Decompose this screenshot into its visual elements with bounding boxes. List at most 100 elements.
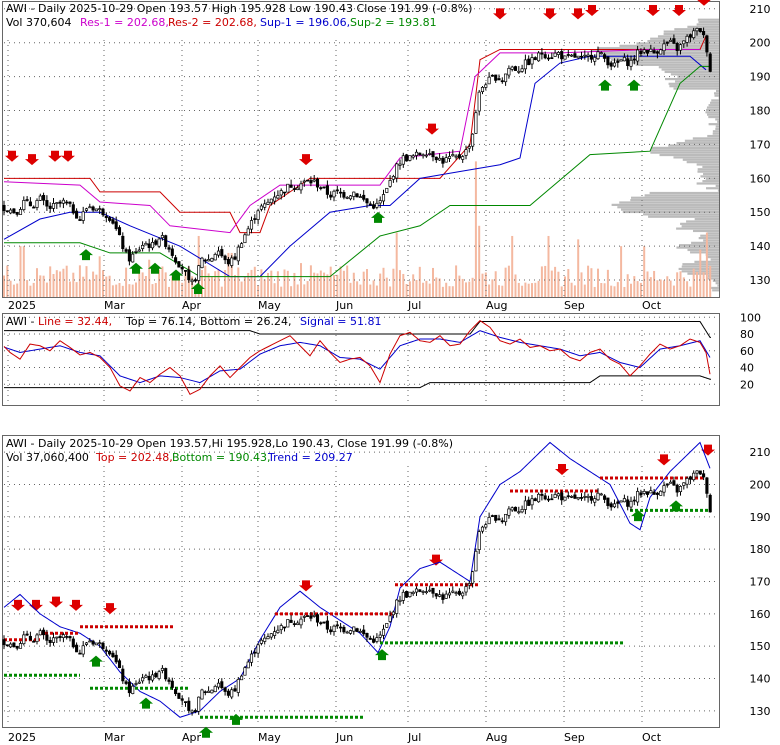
profile-bar (715, 282, 719, 285)
trend-candle-body (28, 635, 32, 641)
trend-candle-body (84, 642, 89, 645)
trend-candle-body (546, 498, 551, 501)
price-candle-body (414, 151, 419, 156)
price-candle-body (685, 35, 689, 43)
volume-bar (527, 283, 530, 297)
volume-bar (69, 281, 71, 297)
price-candle-body (546, 57, 551, 60)
trend-candle-body (147, 675, 151, 681)
volume-bars (3, 161, 712, 297)
signal-arrows (5, 0, 715, 738)
trend-header-bottom: Bottom = 190.43, (172, 451, 271, 464)
volume-bar (626, 274, 629, 297)
trend-candle-body (434, 593, 438, 597)
volume-bar (567, 269, 570, 297)
oscillator-panel-frame (2, 313, 720, 406)
volume-bar (333, 275, 335, 297)
sup2-line (4, 65, 710, 278)
profile-bar (708, 104, 719, 107)
volume-bar (649, 277, 652, 297)
trend-candle-body (223, 687, 227, 692)
osc-y-tick: 40 (740, 362, 754, 375)
price-candle-body (527, 58, 531, 66)
price-x-label: Oct (642, 299, 662, 312)
price-candle-body (662, 43, 666, 52)
trend-candle-body (114, 654, 118, 663)
volume-bar (524, 282, 527, 297)
price-candle-body (273, 196, 277, 202)
price-candle-body (276, 195, 280, 199)
trend-candle-body (583, 496, 587, 498)
volume-bar (709, 265, 712, 297)
buy-arrow (79, 249, 93, 261)
price-y-tick: 150 (750, 206, 771, 219)
profile-bar (668, 144, 719, 147)
profile-bar (706, 106, 719, 109)
trend-candle-body (695, 470, 699, 474)
price-candle-body (487, 76, 491, 85)
price-candle-body (695, 28, 699, 32)
trend-candle-body (603, 495, 607, 500)
trend-candle-body (319, 622, 323, 625)
volume-bar (273, 283, 276, 297)
price-candle-body (332, 190, 336, 198)
price-candle-body (464, 149, 468, 156)
volume-bar (461, 278, 464, 297)
profile-bar (700, 175, 719, 178)
profile-bar (706, 187, 719, 190)
profile-bar (692, 137, 719, 140)
osc-y-tick: 60 (740, 345, 754, 358)
price-candle-body (292, 188, 296, 190)
profile-bar (664, 70, 719, 74)
price-header-res1: Res-1 = 202.68, (80, 16, 169, 29)
price-x-label: May (258, 299, 281, 312)
volume-bar (276, 271, 279, 297)
price-candle-body (497, 78, 501, 81)
trend-candle-body (246, 661, 250, 669)
volume-bar (161, 266, 164, 297)
profile-bar (687, 25, 719, 28)
price-candle-body (84, 208, 89, 211)
volume-bar (672, 285, 675, 297)
price-candle-body (9, 209, 13, 214)
profile-bar (677, 75, 719, 78)
trend-candle-body (78, 652, 82, 655)
volume-bar (326, 274, 329, 297)
price-candle-body (566, 54, 570, 56)
trend-candle-body (12, 642, 16, 648)
trend-candle-body (35, 634, 39, 642)
osc-signal-line (3, 330, 711, 384)
volume-bar (290, 286, 293, 297)
trend-candle-body (167, 679, 171, 682)
price-candle-body (203, 259, 207, 262)
trend-envelope-line (3, 441, 711, 718)
volume-bar (296, 284, 299, 297)
price-candle-body (51, 203, 56, 209)
profile-bar (702, 180, 719, 183)
trend-candle-body (259, 639, 263, 644)
price-candle-body (15, 212, 19, 215)
trend-candle-body (612, 503, 617, 508)
profile-bar (714, 94, 719, 97)
price-candle-body (342, 192, 346, 198)
trend-candle-body (708, 494, 712, 513)
trend-candle-body (566, 495, 570, 498)
profile-bar (703, 239, 719, 242)
price-candle-body (339, 191, 343, 194)
price-candle-body (75, 210, 79, 219)
trend-candle-body (312, 614, 316, 617)
trend-candle-body (655, 492, 659, 495)
price-candle-body (137, 249, 141, 252)
trend-candle-body (292, 623, 296, 625)
price-y-tick: 140 (750, 240, 771, 253)
profile-bar (630, 61, 719, 64)
sell-arrow (493, 8, 507, 20)
price-candle-body (500, 80, 504, 83)
trend-candle-body (276, 629, 280, 633)
sell-arrow (299, 580, 313, 592)
price-candle-body (365, 198, 369, 204)
trend-candle-body (451, 590, 455, 593)
trend-y-tick: 170 (750, 576, 771, 589)
price-candle-body (61, 199, 65, 204)
price-candle-body (160, 235, 164, 239)
